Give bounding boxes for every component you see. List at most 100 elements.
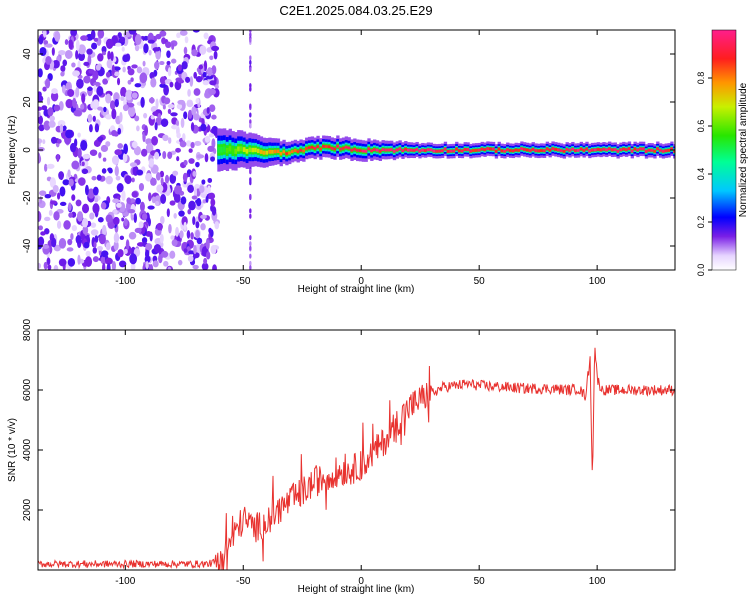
signal-cell — [296, 150, 300, 154]
noise-cell — [81, 203, 90, 214]
noise-cell — [67, 257, 76, 267]
noise-cell — [249, 37, 252, 43]
signal-cell — [559, 149, 564, 153]
x-tick-label: 50 — [474, 576, 486, 587]
noise-cell — [77, 147, 82, 159]
noise-cell — [165, 41, 172, 49]
noise-cell — [63, 220, 71, 230]
signal-cell — [667, 148, 671, 152]
colorbar-ticks: 0.0 0.2 0.4 0.6 0.8 — [696, 72, 712, 276]
noise-cell — [134, 115, 140, 122]
noise-cell — [92, 186, 99, 196]
signal-cell — [520, 147, 524, 151]
noise-cell — [195, 204, 202, 210]
signal-cell — [217, 147, 221, 153]
signal-cell — [525, 148, 530, 152]
noise-cell — [111, 108, 117, 120]
noise-cell — [116, 77, 121, 86]
noise-cell — [159, 233, 164, 244]
noise-cell — [192, 170, 197, 177]
noise-cell — [68, 39, 74, 50]
noise-cell — [53, 244, 61, 252]
noise-cell — [84, 256, 93, 267]
noise-cell — [169, 173, 177, 184]
noise-cell — [148, 158, 155, 168]
snr-ylabel: SNR (10 * v/v) — [7, 418, 18, 482]
noise-cell — [154, 122, 158, 131]
signal-cell — [398, 147, 402, 151]
noise-cell — [249, 112, 252, 118]
noise-cell — [149, 264, 154, 270]
signal-cell — [647, 148, 651, 152]
noise-cell — [114, 149, 123, 156]
noise-cell — [75, 235, 82, 244]
signal-cell — [256, 148, 261, 154]
noise-cell — [113, 92, 120, 103]
noise-cell — [188, 158, 195, 164]
signal-cell — [585, 147, 589, 151]
noise-cell — [171, 239, 178, 247]
noise-cell — [156, 222, 163, 231]
noise-cell — [60, 71, 65, 77]
signal-cell — [574, 149, 578, 153]
noise-cell — [77, 132, 81, 138]
x-tick-label: -100 — [115, 276, 135, 287]
noise-cell — [187, 184, 194, 193]
signal-cell — [497, 147, 501, 151]
signal-cell — [616, 149, 620, 153]
signal-cell — [361, 149, 366, 153]
noise-cell — [208, 88, 216, 96]
noise-cell — [249, 123, 252, 129]
noise-cell — [169, 81, 174, 88]
noise-cell — [153, 244, 162, 253]
noise-cell — [105, 38, 114, 50]
noise-cell — [134, 227, 142, 234]
noise-cell — [193, 88, 201, 96]
noise-cell — [81, 168, 89, 175]
noise-cell — [201, 179, 206, 185]
signal-cell — [373, 148, 377, 152]
signal-cell — [220, 146, 224, 153]
signal-cell — [254, 147, 258, 153]
noise-cell — [208, 227, 212, 234]
noise-cell — [49, 177, 57, 188]
noise-cell — [179, 141, 187, 148]
noise-cell — [160, 215, 165, 225]
signal-cell — [508, 149, 513, 153]
noise-cell — [196, 237, 203, 245]
noise-cell — [138, 221, 144, 229]
noise-cell — [117, 143, 124, 149]
noise-cell — [102, 224, 107, 236]
noise-cell — [58, 49, 66, 56]
signal-cell — [418, 149, 422, 153]
signal-cell — [511, 149, 516, 153]
noise-cell — [174, 185, 182, 195]
signal-cell — [344, 145, 349, 149]
noise-cell — [93, 37, 99, 42]
signal-cell — [271, 150, 275, 154]
noise-cell — [206, 106, 210, 114]
snr-plot-area — [38, 330, 675, 570]
signal-cell — [378, 149, 383, 153]
noise-cell — [54, 30, 61, 42]
signal-cell — [438, 149, 442, 153]
noise-cell — [41, 105, 48, 111]
noise-cell — [159, 30, 167, 37]
signal-cell — [251, 147, 255, 153]
noise-cell — [92, 247, 98, 254]
noise-cell — [94, 123, 100, 133]
noise-cell — [90, 222, 97, 228]
noise-cell — [90, 30, 96, 40]
signal-cell — [610, 148, 615, 152]
noise-cell — [202, 80, 210, 86]
noise-cell — [190, 122, 195, 132]
noise-cell — [56, 138, 62, 144]
noise-cell — [67, 238, 73, 246]
noise-cell — [70, 30, 78, 37]
noise-cell — [109, 100, 116, 110]
noise-cell — [80, 139, 88, 151]
spectrogram-xlabel: Height of straight line (km) — [298, 284, 415, 295]
noise-cell — [159, 83, 167, 88]
signal-cell — [415, 148, 419, 151]
noise-cell — [131, 141, 138, 149]
